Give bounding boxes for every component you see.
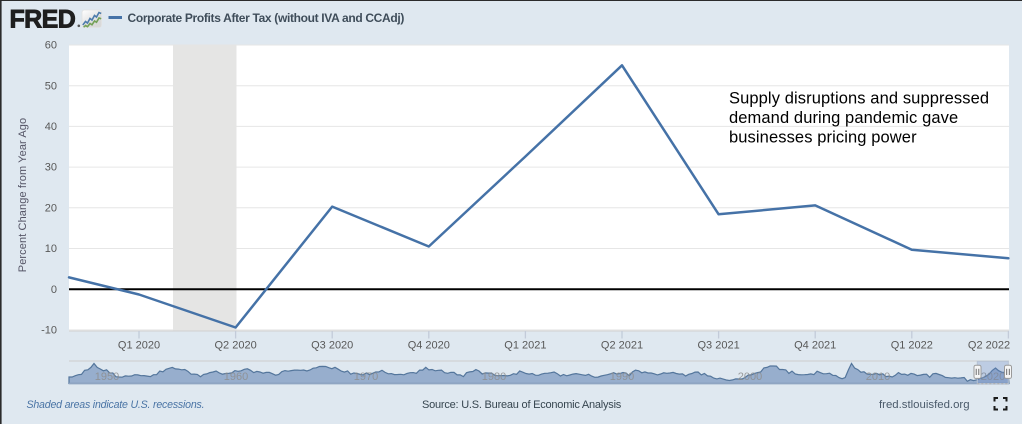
svg-text:50: 50 [45, 80, 57, 92]
svg-text:1980: 1980 [482, 371, 506, 383]
svg-text:FRED: FRED [10, 5, 76, 33]
svg-text:Supply disruptions and suppres: Supply disruptions and suppressed [729, 90, 989, 108]
svg-text:Percent Change from Year Ago: Percent Change from Year Ago [17, 118, 29, 272]
svg-text:-10: -10 [41, 325, 57, 337]
svg-text:demand during pandemic gave: demand during pandemic gave [729, 109, 958, 127]
svg-text:0: 0 [51, 284, 57, 296]
svg-text:1970: 1970 [354, 371, 378, 383]
svg-text:Q2 2021: Q2 2021 [601, 339, 643, 351]
svg-text:1960: 1960 [224, 371, 248, 383]
svg-text:1990: 1990 [610, 371, 634, 383]
svg-text:20: 20 [45, 202, 57, 214]
svg-text:Q1 2021: Q1 2021 [504, 339, 546, 351]
svg-text:Corporate Profits After Tax (w: Corporate Profits After Tax (without IVA… [128, 11, 405, 25]
svg-text:businesses pricing power: businesses pricing power [729, 129, 917, 147]
svg-text:30: 30 [45, 162, 57, 174]
svg-text:Q4 2021: Q4 2021 [794, 339, 836, 351]
svg-text:Q2 2022: Q2 2022 [968, 339, 1010, 351]
svg-text:Q3 2020: Q3 2020 [311, 339, 353, 351]
svg-text:Q1 2022: Q1 2022 [891, 339, 933, 351]
svg-text:60: 60 [45, 40, 57, 52]
svg-text:Q3 2021: Q3 2021 [697, 339, 739, 351]
svg-text:1950: 1950 [95, 371, 119, 383]
svg-text:10: 10 [45, 243, 57, 255]
svg-text:Q1 2020: Q1 2020 [118, 339, 160, 351]
svg-text:40: 40 [45, 121, 57, 133]
svg-text:Q2 2020: Q2 2020 [214, 339, 256, 351]
svg-text:Q4 2020: Q4 2020 [408, 339, 450, 351]
svg-text:2020: 2020 [981, 371, 1005, 383]
svg-text:Shaded areas indicate U.S. rec: Shaded areas indicate U.S. recessions. [27, 399, 205, 411]
svg-text:Source: U.S. Bureau of Economi: Source: U.S. Bureau of Economic Analysis [422, 399, 622, 411]
svg-text:fred.stlouisfed.org: fred.stlouisfed.org [879, 399, 970, 411]
svg-text:2010: 2010 [866, 371, 890, 383]
svg-text:2000: 2000 [738, 371, 762, 383]
